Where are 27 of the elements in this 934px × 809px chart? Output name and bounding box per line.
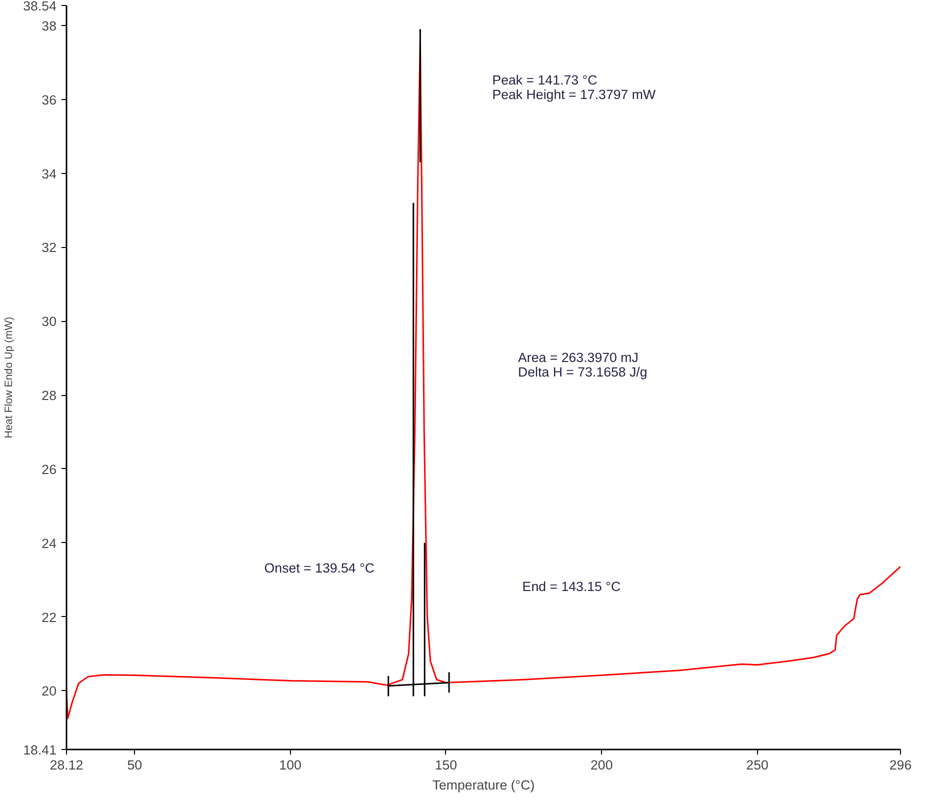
x-tick-label: 50 bbox=[127, 758, 142, 772]
x-tick-label: 250 bbox=[746, 758, 768, 772]
annotation: Peak Height = 17.3797 mW bbox=[492, 87, 656, 102]
x-tick-label: 200 bbox=[590, 758, 613, 772]
y-tick-label: 30 bbox=[42, 314, 57, 330]
y-tick-label: 28 bbox=[42, 388, 57, 404]
y-tick-label: 20 bbox=[42, 684, 57, 699]
annotation: Area = 263.3970 mJ bbox=[518, 350, 638, 365]
annotation: End = 143.15 °C bbox=[522, 579, 621, 594]
x-tick-label: 100 bbox=[279, 758, 302, 772]
y-axis-title: Heat Flow Endo Up (mW) bbox=[3, 316, 16, 438]
y-tick-label: 32 bbox=[42, 240, 57, 256]
x-tick-label: 150 bbox=[434, 758, 458, 772]
y-tick-label: 24 bbox=[42, 536, 58, 551]
x-axis-title: Temperature (°C) bbox=[432, 778, 535, 792]
y-tick-label: 22 bbox=[42, 610, 57, 625]
y-tick-label: 34 bbox=[42, 166, 58, 182]
y-tick-label: 38.54 bbox=[23, 0, 58, 14]
y-tick-label: 26 bbox=[42, 462, 57, 477]
x-tick-label: 296 bbox=[889, 758, 912, 772]
y-tick-label: 38 bbox=[42, 18, 57, 34]
y-tick-label: 18.41 bbox=[23, 742, 57, 758]
annotation: Onset = 139.54 °C bbox=[264, 560, 375, 576]
y-tick-label: 36 bbox=[42, 92, 57, 108]
annotation: Peak = 141.73 °C bbox=[492, 72, 598, 88]
x-tick-label: 28.12 bbox=[50, 758, 84, 772]
annotation: Delta H = 73.1658 J/g bbox=[518, 364, 648, 380]
